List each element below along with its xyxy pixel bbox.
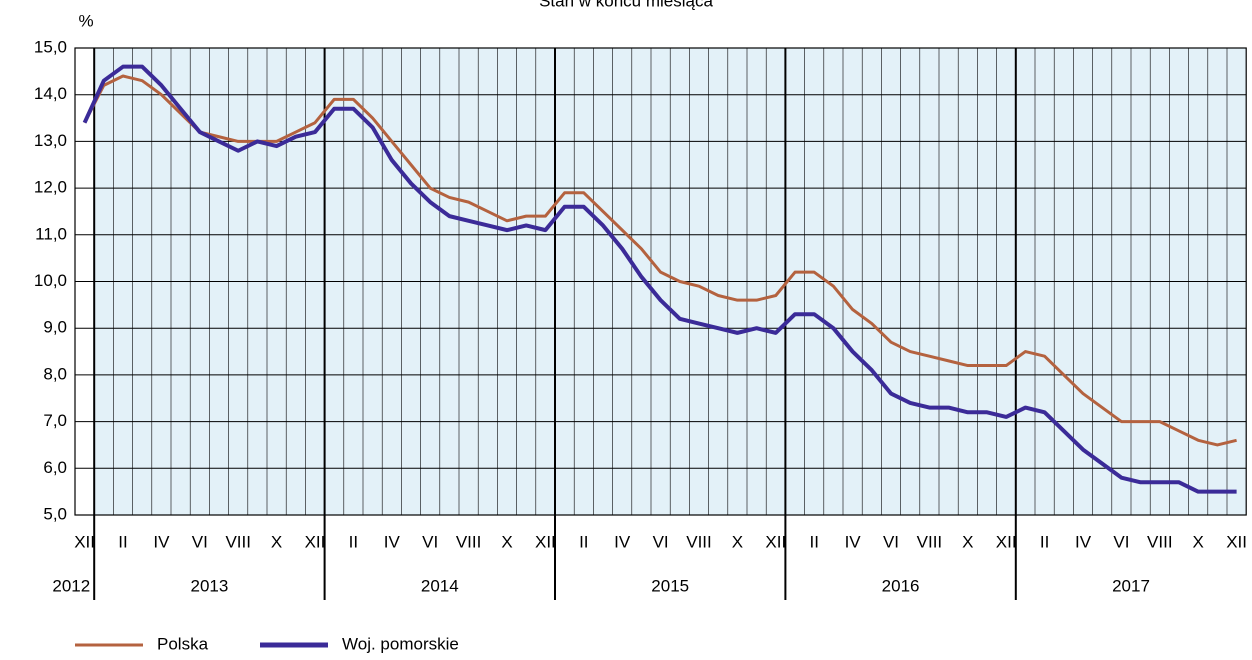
y-tick-label: 14,0 <box>34 84 67 103</box>
y-tick-label: 15,0 <box>34 37 67 56</box>
x-tick-label: XII <box>765 532 786 551</box>
y-tick-label: 6,0 <box>43 458 67 477</box>
x-tick-label: XII <box>74 532 95 551</box>
legend-label: Polska <box>157 634 209 653</box>
y-tick-label: 12,0 <box>34 178 67 197</box>
legend-label: Woj. pomorskie <box>342 634 459 653</box>
y-tick-label: 10,0 <box>34 271 67 290</box>
chart-title: Stan w końcu miesiąca <box>539 0 713 10</box>
year-label: 2016 <box>882 576 920 595</box>
line-series <box>83 74 1237 447</box>
y-tick-label: 5,0 <box>43 504 67 523</box>
x-tick-label: IV <box>845 532 862 551</box>
y-tick-label: 11,0 <box>35 224 67 243</box>
x-tick-label: X <box>732 532 743 551</box>
year-label: 2012 <box>52 576 90 595</box>
x-tick-label: IV <box>1075 532 1092 551</box>
x-tick-label: VIII <box>686 532 712 551</box>
year-label: 2014 <box>421 576 459 595</box>
x-tick-label: VIII <box>456 532 482 551</box>
year-label: 2017 <box>1112 576 1150 595</box>
x-tick-label: II <box>118 532 127 551</box>
x-tick-label: VI <box>422 532 438 551</box>
year-label: 2015 <box>651 576 689 595</box>
x-tick-label: VI <box>653 532 669 551</box>
x-tick-label: XII <box>996 532 1017 551</box>
y-axis-label: % <box>78 11 93 30</box>
x-tick-label: XII <box>305 532 326 551</box>
y-tick-label: 9,0 <box>43 318 67 337</box>
x-tick-label: II <box>579 532 588 551</box>
x-tick-label: VI <box>883 532 899 551</box>
x-tick-label: VIII <box>1147 532 1173 551</box>
x-tick-label: II <box>1040 532 1049 551</box>
x-tick-label: XII <box>535 532 556 551</box>
x-tick-label: IV <box>384 532 401 551</box>
x-tick-label: IV <box>614 532 631 551</box>
x-tick-label: II <box>349 532 358 551</box>
x-tick-label: VI <box>192 532 208 551</box>
plot-frame <box>74 47 1247 516</box>
x-tick-label: XII <box>1226 532 1247 551</box>
y-tick-label: 13,0 <box>34 131 67 150</box>
x-tick-label: VIII <box>225 532 251 551</box>
x-tick-label: X <box>962 532 973 551</box>
y-tick-label: 8,0 <box>43 364 67 383</box>
year-label: 2013 <box>190 576 228 595</box>
x-tick-label: VIII <box>917 532 943 551</box>
line-series <box>82 64 1237 494</box>
x-tick-label: VI <box>1113 532 1129 551</box>
x-tick-label: II <box>809 532 818 551</box>
x-tick-label: X <box>501 532 512 551</box>
x-tick-label: IV <box>153 532 170 551</box>
x-tick-label: X <box>1193 532 1204 551</box>
x-tick-label: X <box>271 532 282 551</box>
y-tick-label: 7,0 <box>43 411 67 430</box>
